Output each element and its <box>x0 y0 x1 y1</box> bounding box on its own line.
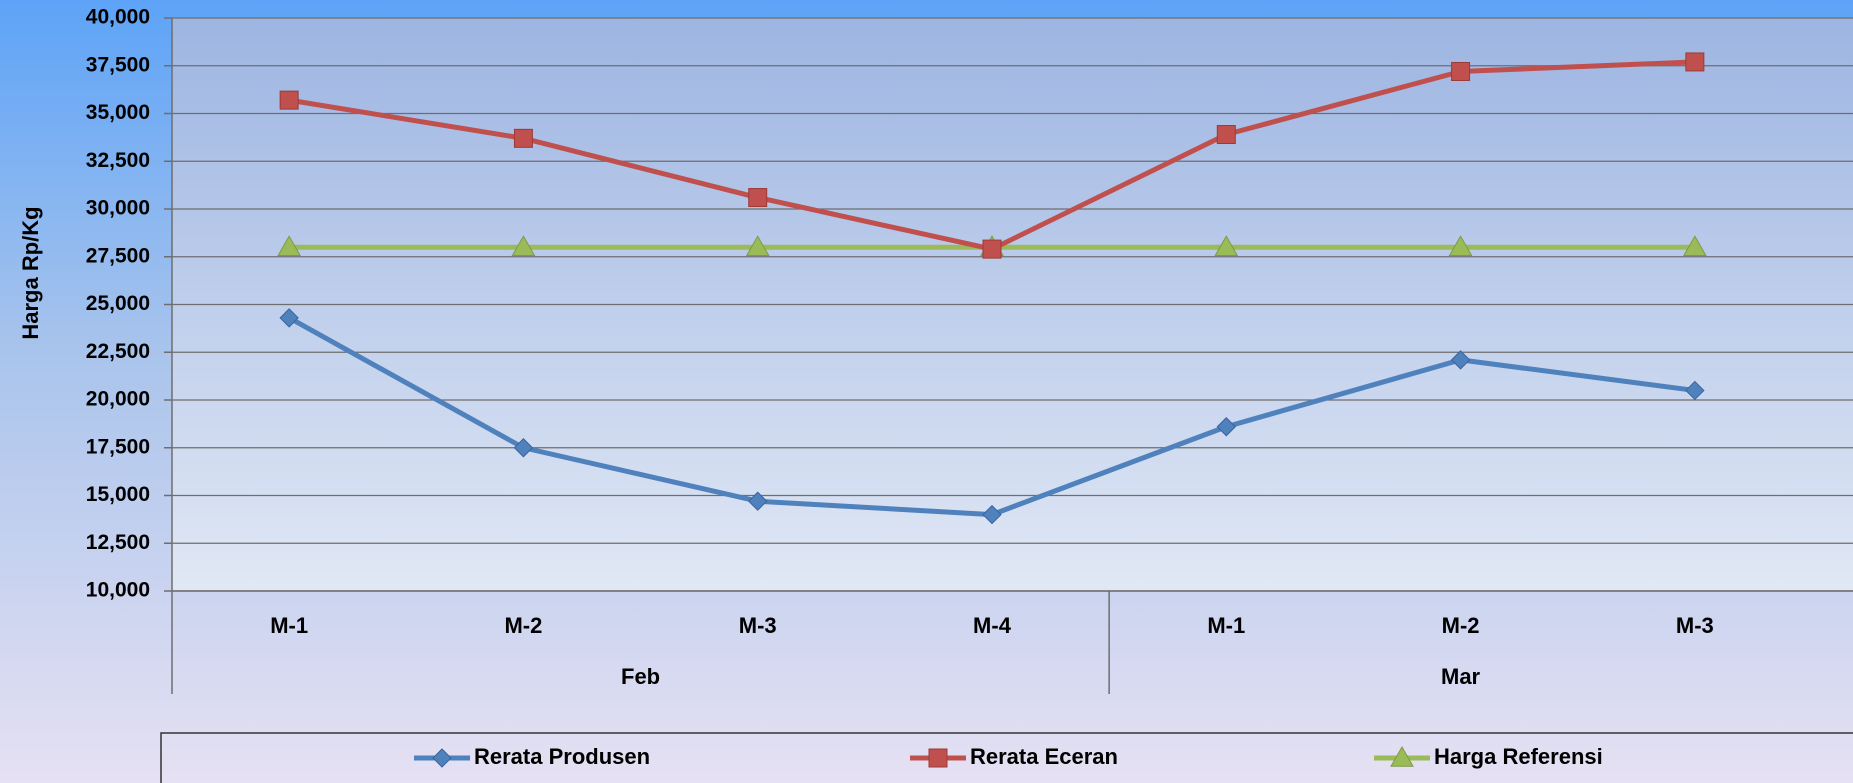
legend-label: Harga Referensi <box>1434 744 1603 769</box>
y-axis-title: Harga Rp/Kg <box>18 206 43 339</box>
y-tick-label: 22,500 <box>86 340 150 363</box>
data-point <box>1450 350 1471 370</box>
x-tick-label: M-1 <box>1207 613 1245 638</box>
series-group <box>277 52 1707 525</box>
data-point <box>982 504 1002 525</box>
plot-area <box>172 17 1853 592</box>
data-point <box>277 235 302 256</box>
series-rerata-produsen <box>279 308 1705 525</box>
data-point <box>1685 380 1705 401</box>
data-point <box>279 308 299 328</box>
y-tick-label: 37,500 <box>86 53 150 76</box>
x-tick-label: M-2 <box>1442 613 1480 638</box>
x-tick-label: M-3 <box>1676 613 1714 638</box>
x-tick-label: M-3 <box>739 613 777 638</box>
legend-swatch-marker <box>928 748 948 768</box>
data-point <box>745 235 770 256</box>
data-point <box>982 239 1002 259</box>
x-group-label: Mar <box>1441 664 1481 689</box>
data-point <box>1448 235 1473 256</box>
y-tick-label: 25,000 <box>86 292 150 315</box>
y-tick-label: 35,000 <box>86 101 150 124</box>
data-point <box>748 188 768 208</box>
y-tick-label: 40,000 <box>86 6 150 29</box>
series-rerata-eceran <box>279 52 1705 259</box>
legend-box <box>160 732 1853 783</box>
x-group-label: Feb <box>621 664 660 689</box>
axes: 10,000 12,500 15,000 17,500 20,000 22,500 25,0… <box>86 6 1853 694</box>
data-point <box>1685 52 1705 72</box>
x-tick-label: M-4 <box>973 613 1012 638</box>
y-tick-label: 20,000 <box>86 388 150 411</box>
data-point <box>513 438 534 458</box>
data-point <box>1214 235 1239 256</box>
data-point <box>1451 61 1471 81</box>
data-point <box>1216 417 1236 437</box>
y-tick-label: 10,000 <box>86 579 150 602</box>
legend: Rerata Produsen Rerata Eceran Harga Refere… <box>160 732 1853 783</box>
y-tick-label: 15,000 <box>86 483 150 506</box>
legend-swatch-marker <box>1390 745 1414 767</box>
data-point <box>1216 125 1236 145</box>
y-tick-label: 12,500 <box>86 531 150 554</box>
y-tick-label: 27,500 <box>86 244 150 267</box>
data-point <box>511 235 536 256</box>
data-point <box>513 128 533 148</box>
data-point <box>748 491 768 511</box>
legend-label: Rerata Produsen <box>474 744 650 769</box>
legend-label: Rerata Eceran <box>970 744 1118 769</box>
x-tick-label: M-2 <box>504 613 542 638</box>
x-tick-label: M-1 <box>270 613 308 638</box>
legend-swatch-marker <box>432 748 452 768</box>
data-point <box>279 90 299 110</box>
y-tick-label: 32,500 <box>86 149 150 172</box>
data-point <box>1682 235 1707 256</box>
y-tick-label: 30,000 <box>86 197 150 220</box>
y-tick-label: 17,500 <box>86 435 150 458</box>
